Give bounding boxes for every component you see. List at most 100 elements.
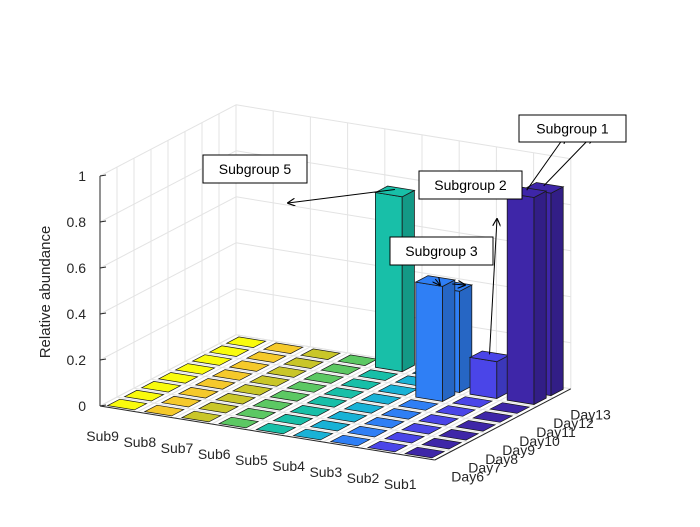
bar-Sub5-Day10 [323, 387, 365, 399]
bar-tile [225, 336, 267, 348]
annotation-arrow [288, 188, 395, 203]
y-axis-line [434, 388, 572, 461]
bar-tile [282, 357, 325, 369]
bar-tile [123, 389, 165, 402]
bar-tile [360, 393, 402, 405]
bar-tile [434, 405, 477, 417]
bar-Sub8-Day13 [262, 342, 304, 354]
bar-tile [289, 405, 331, 417]
bar-Sub1-Day9 [455, 420, 497, 432]
bar-Sub7-Day8 [214, 393, 257, 405]
bar-tile [343, 402, 385, 414]
y-tick-label: Day7 [468, 460, 501, 476]
bar-Sub1-Day12 [505, 186, 548, 406]
bar-tile [451, 396, 494, 408]
grid-line [150, 378, 486, 434]
annotation-arrow [452, 284, 465, 285]
bar-tile [357, 369, 399, 381]
z-tick-mark [99, 358, 107, 361]
bar-Sub1-Day10 [472, 411, 514, 423]
bar-Sub8-Day11 [228, 360, 270, 372]
bar-Sub5-Day11 [340, 378, 382, 390]
bar-Sub7-Day7 [197, 401, 240, 414]
bar-Sub3-Day8 [363, 417, 405, 429]
bar-tile [303, 372, 345, 384]
bar-tile [272, 413, 314, 426]
bar-top-face [374, 185, 416, 198]
bar-tile [143, 404, 185, 417]
bar-Sub1-Day8 [438, 429, 480, 441]
z-tick-label: 0.8 [67, 214, 87, 230]
bar-Sub5-Day6 [255, 422, 297, 435]
bar-tile [228, 360, 270, 372]
bar-Sub3-Day11 [414, 275, 457, 403]
grid-line [99, 288, 237, 361]
annotation-box [418, 170, 523, 200]
grid-line [99, 196, 237, 269]
x-tick-label: Sub5 [235, 452, 268, 468]
bar-side-face [401, 189, 415, 373]
bar-Sub6-Day9 [269, 390, 311, 402]
bar-tile [218, 416, 260, 429]
annotation-label: Subgroup 3 [405, 243, 478, 259]
bar-tile [235, 407, 277, 420]
grid-line [167, 369, 503, 425]
z-tick-mark [99, 266, 107, 269]
annotation-label: Subgroup 5 [219, 161, 292, 177]
z-tick-label: 1 [78, 168, 86, 184]
x-tick-label: Sub8 [123, 434, 156, 450]
bar-Sub6-Day8 [252, 399, 294, 411]
annotation-arrow [543, 136, 592, 187]
x-tick-label: Sub6 [198, 446, 231, 462]
y-tick-label: Day12 [553, 415, 594, 431]
bar-tile [397, 399, 439, 411]
bar-Sub8-Day12 [245, 351, 287, 363]
z-tick-mark [99, 174, 107, 177]
bar-Sub9-Day6 [106, 398, 148, 411]
bar-Sub3-Day6 [329, 434, 371, 447]
bar-tile [252, 399, 294, 411]
grid-line [133, 387, 469, 443]
bar-Sub7-Day11 [265, 366, 308, 378]
bar-tile [299, 348, 342, 360]
bar-tile [306, 396, 348, 408]
annotation-box [518, 114, 627, 143]
y-tick-label: Day13 [570, 406, 611, 422]
annotation-label: Subgroup 2 [434, 177, 507, 193]
bar-side-face [550, 186, 564, 397]
bar-Sub4-Day9 [343, 402, 385, 414]
bar-tile [177, 387, 219, 399]
annotation-arrow [489, 219, 498, 355]
x-tick-label: Sub1 [384, 476, 417, 492]
annotation: Subgroup 1 [518, 114, 627, 191]
bar-tile [180, 410, 223, 423]
bar-Sub7-Day6 [180, 410, 223, 423]
bar-Sub5-Day8 [289, 405, 331, 417]
bar-Sub3-Day10 [397, 399, 439, 411]
annotation-label: Subgroup 1 [536, 121, 609, 137]
bar-tile [197, 401, 240, 414]
z-tick-mark [99, 312, 107, 315]
bar-Sub8-Day8 [177, 387, 219, 399]
bar-Sub9-Day8 [140, 381, 182, 393]
bar-tile [404, 446, 446, 459]
z-tick-label: 0.6 [67, 260, 87, 276]
grid-line [99, 104, 237, 177]
bar-Sub8-Day7 [160, 395, 202, 408]
x-tick-label: Sub4 [272, 458, 305, 474]
bar-Sub9-Day11 [191, 354, 233, 366]
bar-tile [160, 395, 202, 408]
bar-tile [211, 369, 253, 381]
bar-front-face [374, 192, 403, 373]
bar-tile [383, 431, 426, 444]
bar-tile [265, 366, 308, 378]
bar-Sub7-Day13 [299, 348, 342, 360]
bar-Sub5-Day12 [357, 369, 399, 381]
annotation-arrow [526, 136, 565, 191]
bar-side-face [442, 279, 456, 403]
bar-front-face [506, 192, 535, 405]
x-tick-label: Sub2 [347, 470, 380, 486]
z-tick-label: 0.2 [67, 352, 87, 368]
